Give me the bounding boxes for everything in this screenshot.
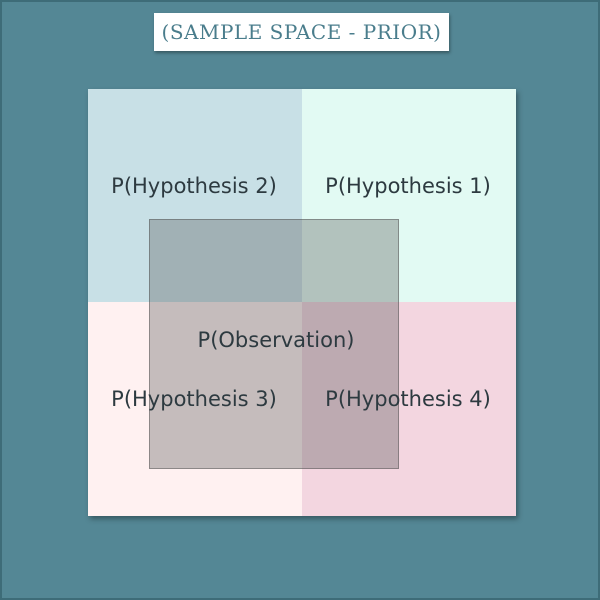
observation-region (149, 219, 399, 469)
quadrant-hypothesis-2 (88, 89, 302, 302)
hypothesis-2-label: P(Hypothesis 2) (111, 174, 277, 198)
diagram-title: (SAMPLE SPACE - PRIOR) (161, 20, 442, 44)
title-box: (SAMPLE SPACE - PRIOR) (154, 13, 449, 51)
hypothesis-1-label: P(Hypothesis 1) (325, 174, 491, 198)
sample-space: P(Hypothesis 2) P(Hypothesis 1) P(Observ… (88, 89, 516, 516)
hypothesis-3-label: P(Hypothesis 3) (111, 387, 277, 411)
hypothesis-4-label: P(Hypothesis 4) (325, 387, 491, 411)
observation-label: P(Observation) (197, 328, 355, 352)
quadrant-hypothesis-1 (302, 89, 516, 302)
quadrant-hypothesis-4 (302, 302, 516, 516)
quadrant-hypothesis-3 (88, 302, 302, 516)
